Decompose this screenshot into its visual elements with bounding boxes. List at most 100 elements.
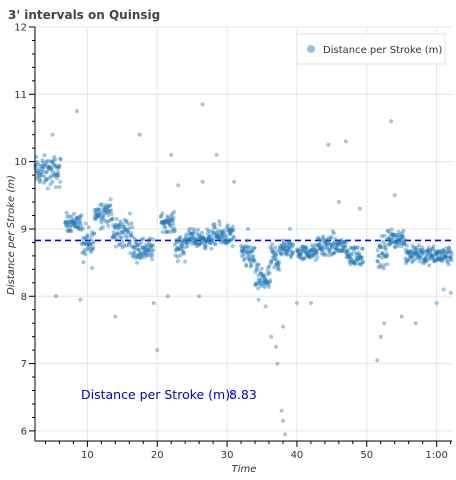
data-point [66, 218, 71, 223]
data-point [166, 229, 171, 234]
data-point [189, 241, 194, 246]
data-point [176, 247, 181, 252]
data-point [58, 156, 63, 161]
data-point [114, 236, 119, 241]
data-point [424, 248, 429, 253]
data-point [218, 236, 223, 240]
data-point [276, 261, 281, 266]
data-point [439, 259, 444, 264]
data-point [350, 259, 355, 264]
data-point [40, 164, 45, 168]
legend[interactable]: Distance per Stroke (m) [296, 33, 446, 65]
data-point [295, 247, 299, 252]
data-point [435, 249, 440, 253]
data-point [350, 245, 355, 250]
data-point [267, 280, 272, 284]
data-point [388, 240, 393, 245]
data-point [99, 217, 104, 222]
data-point [47, 165, 52, 170]
data-point [310, 252, 315, 257]
data-point [381, 266, 386, 271]
data-point [41, 166, 46, 171]
data-point [94, 207, 99, 212]
data-point [167, 218, 172, 223]
data-point [182, 251, 187, 256]
data-point [212, 225, 217, 230]
data-point [435, 256, 440, 261]
data-point [177, 237, 182, 242]
data-point [267, 264, 272, 269]
data-point [67, 228, 72, 233]
data-point [105, 206, 110, 210]
data-point [99, 220, 104, 225]
data-point [313, 242, 318, 247]
data-point [76, 225, 80, 230]
data-point [336, 249, 341, 254]
data-point [96, 211, 101, 216]
y-tick-label: 9 [21, 224, 27, 235]
data-point [44, 159, 49, 164]
data-point [274, 253, 279, 258]
data-point [329, 243, 334, 247]
data-point-outlier [169, 152, 174, 157]
data-point [339, 241, 344, 245]
data-point [424, 259, 428, 264]
data-point [171, 219, 175, 224]
data-point [119, 231, 124, 236]
data-point [296, 252, 301, 257]
data-point [287, 240, 292, 245]
data-point [285, 252, 290, 257]
data-point [242, 247, 247, 252]
data-point [161, 220, 166, 225]
data-point-outlier [283, 432, 288, 437]
data-point [418, 248, 423, 252]
data-point [166, 221, 171, 226]
data-point-outlier [399, 314, 404, 319]
data-point [426, 245, 431, 250]
data-point [317, 245, 322, 250]
x-tick-label: 40 [291, 450, 304, 461]
data-point [180, 243, 185, 248]
data-point [137, 248, 142, 253]
data-point [130, 254, 135, 259]
data-point [54, 176, 59, 180]
data-point [379, 264, 384, 269]
data-point [174, 240, 178, 245]
data-point [38, 178, 43, 183]
data-point [260, 283, 265, 288]
data-point [239, 243, 244, 248]
data-point [191, 231, 196, 236]
data-point [122, 217, 127, 222]
data-point [217, 233, 222, 238]
data-point [381, 245, 386, 250]
data-point [130, 225, 135, 230]
data-point [241, 258, 246, 262]
data-point [90, 230, 94, 235]
data-points [33, 102, 454, 437]
data-point [102, 207, 107, 212]
data-point [206, 234, 211, 239]
data-point [183, 234, 188, 239]
data-point [142, 251, 146, 256]
data-point [335, 246, 340, 251]
data-point [417, 259, 422, 264]
data-point [226, 228, 231, 233]
data-point [207, 229, 212, 234]
data-point [320, 243, 325, 248]
data-point [102, 208, 107, 213]
data-point [429, 253, 434, 258]
data-point [82, 236, 87, 241]
data-point [266, 265, 271, 270]
data-point [328, 235, 333, 240]
data-point [385, 262, 390, 267]
data-point [147, 250, 152, 255]
data-point [48, 182, 53, 187]
data-point [122, 226, 127, 231]
data-point [198, 241, 203, 246]
data-point [262, 280, 267, 285]
data-point [322, 246, 327, 251]
data-point [36, 174, 41, 179]
data-point [175, 254, 180, 259]
data-point [402, 239, 407, 244]
data-point [433, 252, 438, 257]
